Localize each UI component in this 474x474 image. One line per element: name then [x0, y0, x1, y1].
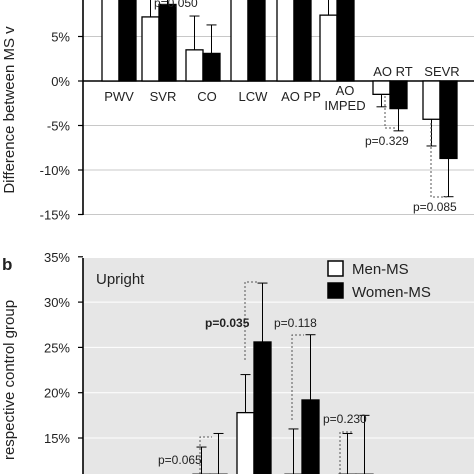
panel-a-y-ticks: -15% -10% -5% 0% 5% [40, 30, 83, 223]
bar-men-ms [372, 80, 391, 95]
bar-women-ms [253, 341, 272, 474]
panel-b-error-bars [196, 281, 370, 474]
legend-men-swatch [327, 260, 344, 277]
bar-women-ms [202, 52, 221, 82]
panel-b-y-ticks: 15% 20% 25% 30% 35% [44, 250, 83, 446]
panel-b-bars [192, 341, 374, 474]
significance-bracket [384, 96, 397, 129]
legend-women-swatch [327, 282, 344, 299]
category-label: PWV [104, 89, 134, 104]
legend-men-label: Men-MS [352, 261, 409, 278]
legend-women-label: Women-MS [352, 284, 431, 301]
bar-men-ms [230, 0, 249, 82]
panel-a-y-tick-label: -5% [47, 119, 71, 134]
category-label: AO RT [373, 64, 413, 79]
bar-women-ms [293, 0, 312, 82]
p-value-b-group3: p=0.118 [274, 316, 317, 330]
panel-b-grid [83, 256, 474, 439]
panel-b-letter: b [2, 255, 12, 274]
bar-women-ms [158, 3, 177, 82]
bar-men-ms [276, 0, 295, 82]
p-value-b-group1: p=0.065 [158, 453, 202, 467]
category-label: SEVR [424, 64, 459, 79]
panel-b-y-axis-label: respective control group [1, 300, 18, 460]
panel-b-y-tick-label: 35% [44, 250, 70, 265]
bar-men-ms [319, 14, 338, 82]
significance-bracket [339, 431, 352, 474]
panel-b-y-tick-label: 30% [44, 295, 70, 310]
panel-b-y-tick-label: 20% [44, 386, 70, 401]
panel-a-y-tick-label: 0% [51, 74, 70, 89]
category-label: IMPED [324, 98, 365, 113]
category-label: AO [336, 83, 355, 98]
significance-bracket [291, 334, 304, 420]
panel-a-y-axis-label: Difference between MS v [1, 26, 18, 194]
panel-a-y-tick-label: 5% [51, 30, 70, 45]
p-value-b-group4: p=0.230 [323, 412, 367, 426]
bar-men-ms [236, 411, 255, 474]
category-label: LCW [239, 89, 269, 104]
category-label: AO PP [281, 89, 321, 104]
bar-men-ms [101, 0, 120, 82]
significance-bracket [199, 436, 212, 474]
category-label: SVR [150, 89, 177, 104]
panel-a-bars [101, 0, 458, 160]
significance-bracket [430, 123, 448, 198]
panel-b-y-tick-label: 15% [44, 431, 70, 446]
panel-b-y-tick-label: 25% [44, 340, 70, 355]
bar-women-ms [247, 0, 266, 82]
bar-women-ms [118, 0, 137, 82]
panel-a-y-tick-label: -15% [40, 208, 71, 223]
bar-women-ms [439, 80, 458, 160]
legend: Men-MS Women-MS [327, 260, 431, 301]
panel-a-error-bars [150, 0, 454, 198]
p-value-a-ao-rt: p=0.329 [365, 134, 409, 148]
panel-a-y-tick-label: -10% [40, 163, 71, 178]
bar-men-ms [141, 16, 160, 82]
bar-women-ms [389, 80, 408, 110]
p-value-b-group2: p=0.035 [205, 316, 250, 330]
p-value-a-co: p=0.050 [154, 0, 198, 10]
panel-b: b 15% 20% 25% 30% 35% respective control gro… [1, 250, 474, 474]
panel-b-condition-label: Upright [96, 271, 145, 288]
bar-men-ms [185, 49, 204, 82]
category-label: CO [197, 89, 217, 104]
bar-men-ms [422, 80, 441, 120]
bar-women-ms [301, 399, 320, 474]
bar-women-ms [336, 0, 355, 82]
p-value-a-sevr: p=0.085 [413, 200, 457, 214]
significance-bracket [244, 281, 258, 360]
